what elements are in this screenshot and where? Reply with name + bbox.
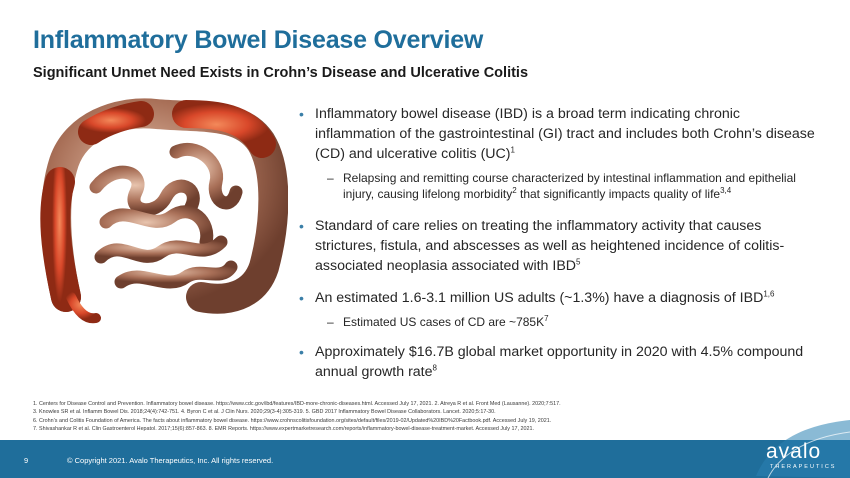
bullet-dot: • <box>299 218 304 234</box>
logo-wordmark: avalo <box>766 440 822 463</box>
subbullet-disease-course: – Relapsing and remitting course charact… <box>297 170 817 202</box>
bullet-list: • Inflammatory bowel disease (IBD) is a … <box>297 104 817 388</box>
bullet-dot: • <box>299 290 304 306</box>
bullet-dot: • <box>299 344 304 360</box>
bullet-ibd-definition: • Inflammatory bowel disease (IBD) is a … <box>297 104 817 164</box>
subbullet-text: Relapsing and remitting course character… <box>343 171 796 201</box>
subbullet-dash: – <box>327 171 334 185</box>
subbullet-cd-cases: – Estimated US cases of CD are ~785K7 <box>297 314 817 330</box>
footnote-line: 1. Centers for Disease Control and Preve… <box>33 401 561 407</box>
footnote-line: 3. Knowles SR et al. Inflamm Bowel Dis. … <box>33 409 496 416</box>
footnote-line: 7. Shivashankar R et al. Clin Gastroente… <box>33 426 534 433</box>
subbullet-dash: – <box>327 315 334 329</box>
citation-superscript: 1 <box>510 145 515 155</box>
footnotes: 1. Centers for Disease Control and Preve… <box>33 400 833 434</box>
footnote-line: 6. Crohn’s and Colitis Foundation of Ame… <box>33 417 552 424</box>
avalo-logo-swirl <box>756 420 850 478</box>
citation-superscript: 2 <box>512 186 517 195</box>
bullet-text: An estimated 1.6-3.1 million US adults (… <box>315 290 764 306</box>
bullet-market-opportunity: • Approximately $16.7B global market opp… <box>297 342 817 382</box>
bullet-standard-of-care: • Standard of care relies on treating th… <box>297 216 817 276</box>
slide-title: Inflammatory Bowel Disease Overview <box>33 26 484 54</box>
intestine-illustration <box>40 98 288 324</box>
bullet-us-prevalence: • An estimated 1.6-3.1 million US adults… <box>297 288 817 308</box>
page-number: 9 <box>24 456 29 465</box>
slide-subtitle: Significant Unmet Need Exists in Crohn’s… <box>33 65 529 81</box>
citation-superscript: 5 <box>576 257 581 267</box>
subbullet-text: that significantly impacts quality of li… <box>516 187 721 201</box>
subbullet-text: Estimated US cases of CD are ~785K <box>343 315 545 329</box>
citation-superscript: 1,6 <box>763 289 775 299</box>
bullet-dot: • <box>299 106 304 122</box>
footer-bar <box>0 440 850 478</box>
bullet-text: Standard of care relies on treating the … <box>315 218 785 274</box>
bullet-text: Approximately $16.7B global market oppor… <box>315 344 804 380</box>
citation-superscript: 7 <box>544 314 549 323</box>
copyright-text: © Copyright 2021. Avalo Therapeutics, In… <box>67 456 274 465</box>
logo-tagline: THERAPEUTICS <box>770 464 837 470</box>
bullet-text: Inflammatory bowel disease (IBD) is a br… <box>315 106 815 162</box>
citation-superscript: 8 <box>432 363 437 373</box>
citation-superscript: 3,4 <box>720 186 732 195</box>
